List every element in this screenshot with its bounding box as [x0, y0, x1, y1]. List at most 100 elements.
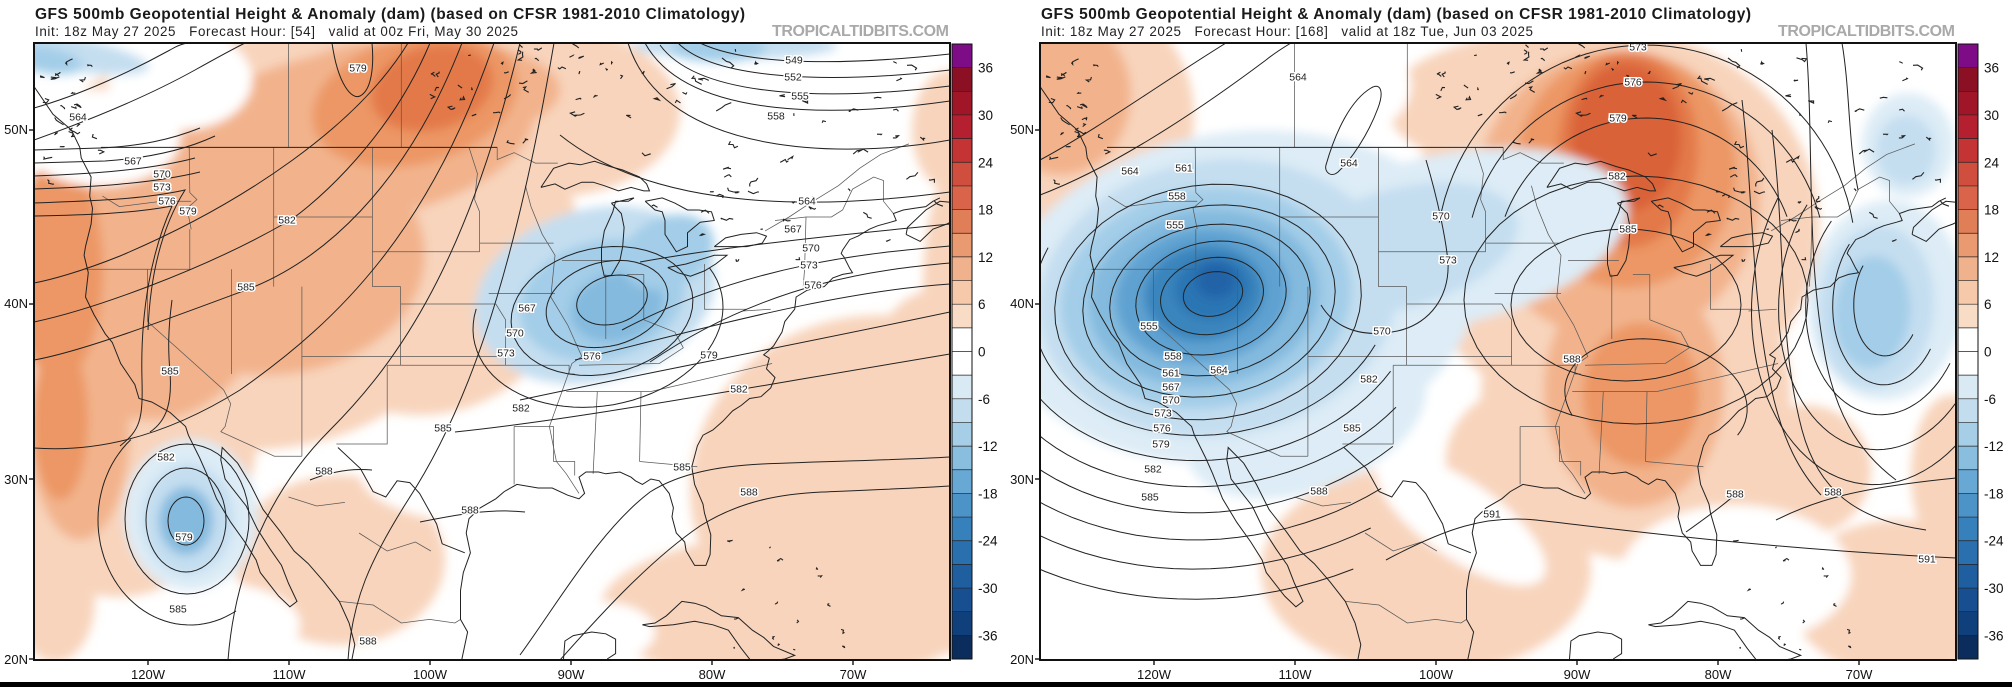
svg-text:588: 588 — [1824, 487, 1842, 499]
svg-text:573: 573 — [1439, 255, 1457, 267]
svg-text:564: 564 — [1121, 166, 1139, 178]
svg-text:0: 0 — [1984, 345, 1992, 360]
svg-text:120W: 120W — [131, 667, 166, 682]
svg-text:-36: -36 — [1984, 628, 2004, 643]
svg-text:585: 585 — [673, 462, 691, 474]
svg-text:585: 585 — [434, 423, 452, 435]
svg-text:585: 585 — [1619, 224, 1637, 236]
svg-text:558: 558 — [1168, 191, 1186, 203]
svg-text:TROPICALTIDBITS.COM: TROPICALTIDBITS.COM — [1778, 23, 1955, 40]
svg-text:TROPICALTIDBITS.COM: TROPICALTIDBITS.COM — [772, 23, 949, 40]
svg-text:18: 18 — [978, 203, 993, 218]
svg-text:588: 588 — [461, 505, 479, 517]
svg-text:561: 561 — [1175, 163, 1193, 175]
svg-text:30N: 30N — [4, 472, 28, 487]
svg-text:-12: -12 — [978, 439, 998, 454]
svg-text:80W: 80W — [699, 667, 726, 682]
svg-text:30: 30 — [978, 108, 993, 123]
svg-text:100W: 100W — [1419, 667, 1454, 682]
svg-text:-24: -24 — [978, 534, 998, 549]
svg-text:-30: -30 — [978, 581, 998, 596]
svg-text:591: 591 — [1918, 554, 1936, 566]
svg-text:567: 567 — [124, 156, 142, 168]
svg-text:588: 588 — [1563, 354, 1581, 366]
svg-text:585: 585 — [1343, 423, 1361, 435]
svg-text:6: 6 — [978, 297, 986, 312]
svg-text:12: 12 — [978, 250, 993, 265]
svg-text:6: 6 — [1984, 297, 1992, 312]
svg-text:576: 576 — [158, 196, 176, 208]
svg-text:570: 570 — [153, 169, 171, 181]
svg-text:-18: -18 — [1984, 486, 2004, 501]
svg-text:18: 18 — [1984, 203, 1999, 218]
svg-text:24: 24 — [1984, 155, 2000, 170]
svg-text:-6: -6 — [1984, 392, 1996, 407]
svg-text:573: 573 — [1154, 408, 1172, 420]
svg-text:564: 564 — [1340, 158, 1358, 170]
svg-text:585: 585 — [237, 282, 255, 294]
svg-text:582: 582 — [730, 384, 748, 396]
svg-text:30N: 30N — [1010, 472, 1034, 487]
svg-text:Init: 18z May 27 2025 Foreca: Init: 18z May 27 2025 Forecast Hour: [54… — [35, 24, 518, 39]
svg-text:12: 12 — [1984, 250, 1999, 265]
svg-text:40N: 40N — [4, 296, 28, 311]
svg-text:582: 582 — [512, 403, 530, 415]
svg-text:90W: 90W — [1564, 667, 1591, 682]
svg-text:570: 570 — [1162, 395, 1180, 407]
svg-text:573: 573 — [800, 260, 818, 272]
svg-text:579: 579 — [175, 532, 193, 544]
svg-text:-12: -12 — [1984, 439, 2004, 454]
svg-text:120W: 120W — [1137, 667, 1172, 682]
svg-text:588: 588 — [1726, 489, 1744, 501]
svg-text:579: 579 — [1152, 439, 1170, 451]
svg-text:GFS 500mb Geopotential Height: GFS 500mb Geopotential Height & Anomaly … — [35, 6, 745, 23]
svg-text:582: 582 — [1144, 464, 1162, 476]
svg-text:588: 588 — [315, 466, 333, 478]
svg-text:564: 564 — [69, 112, 87, 124]
svg-text:573: 573 — [153, 182, 171, 194]
svg-text:-24: -24 — [1984, 534, 2004, 549]
svg-text:567: 567 — [1162, 382, 1180, 394]
svg-text:GFS 500mb Geopotential Height: GFS 500mb Geopotential Height & Anomaly … — [1041, 6, 1751, 23]
svg-text:0: 0 — [978, 345, 986, 360]
svg-text:555: 555 — [791, 91, 809, 103]
svg-text:-18: -18 — [978, 486, 998, 501]
svg-text:570: 570 — [506, 328, 524, 340]
svg-text:558: 558 — [767, 111, 785, 123]
svg-text:24: 24 — [978, 155, 994, 170]
svg-text:579: 579 — [1609, 113, 1627, 125]
svg-text:-30: -30 — [1984, 581, 2004, 596]
svg-text:20N: 20N — [1010, 652, 1034, 667]
svg-text:70W: 70W — [1846, 667, 1873, 682]
svg-text:564: 564 — [1210, 365, 1228, 377]
svg-text:567: 567 — [518, 303, 536, 315]
svg-text:100W: 100W — [413, 667, 448, 682]
svg-text:36: 36 — [978, 61, 993, 76]
svg-text:567: 567 — [784, 224, 802, 236]
svg-text:570: 570 — [802, 243, 820, 255]
svg-text:588: 588 — [1310, 486, 1328, 498]
svg-text:585: 585 — [161, 366, 179, 378]
svg-text:555: 555 — [1166, 220, 1184, 232]
svg-text:576: 576 — [1153, 423, 1171, 435]
svg-text:582: 582 — [1360, 374, 1378, 386]
svg-text:585: 585 — [169, 604, 187, 616]
svg-text:579: 579 — [179, 206, 197, 218]
svg-text:80W: 80W — [1705, 667, 1732, 682]
svg-text:564: 564 — [1289, 72, 1307, 84]
svg-text:30: 30 — [1984, 108, 1999, 123]
svg-text:110W: 110W — [1279, 667, 1313, 682]
svg-text:588: 588 — [359, 636, 377, 648]
svg-text:576: 576 — [804, 280, 822, 292]
svg-text:40N: 40N — [1010, 296, 1034, 311]
svg-text:20N: 20N — [4, 652, 28, 667]
svg-text:558: 558 — [1164, 351, 1182, 363]
svg-text:573: 573 — [1629, 42, 1647, 54]
svg-text:582: 582 — [157, 452, 175, 464]
svg-text:549: 549 — [785, 55, 803, 67]
svg-text:564: 564 — [798, 196, 816, 208]
svg-text:579: 579 — [349, 63, 367, 75]
svg-text:579: 579 — [700, 350, 718, 362]
svg-text:582: 582 — [278, 215, 296, 227]
svg-text:90W: 90W — [558, 667, 585, 682]
